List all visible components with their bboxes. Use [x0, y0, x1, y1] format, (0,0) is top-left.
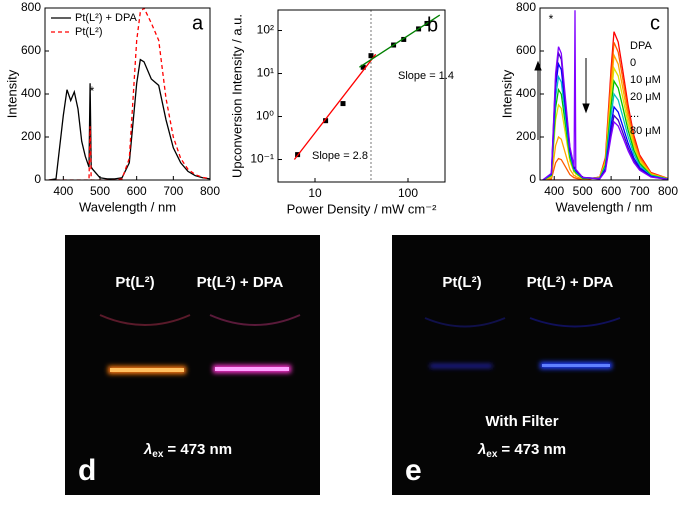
x-tick-label: 700: [630, 184, 650, 198]
plot-frame: [44, 7, 211, 181]
point: [368, 53, 374, 59]
cuvette: [424, 317, 506, 328]
lambda-sub: ex: [152, 449, 164, 460]
x-tick-label: 500: [90, 184, 110, 198]
x-axis-title: Wavelength / nm: [555, 199, 652, 214]
y-tick-label: 600: [21, 43, 41, 57]
cuvette: [99, 314, 191, 326]
excitation: λex = 473 nm: [477, 441, 566, 460]
legend-label: Pt(L²): [75, 26, 103, 38]
lambda: λ: [143, 441, 152, 458]
data-line: [542, 10, 668, 180]
annotation: *: [549, 12, 554, 26]
sample-label: Pt(L²): [442, 274, 481, 291]
cuvette: [209, 314, 301, 326]
legend-label: 10 μM: [630, 74, 661, 86]
panel-label: b: [427, 14, 438, 36]
y-tick-label: 800: [21, 0, 41, 14]
x-tick-label: 400: [544, 184, 564, 198]
sample-label: Pt(L²) + DPA: [197, 274, 284, 291]
x-tick-label: 600: [601, 184, 621, 198]
legend-label: ...: [630, 108, 639, 120]
x-tick-label: 600: [127, 184, 147, 198]
plot-frame: [539, 7, 669, 181]
glow: [110, 368, 184, 372]
annotation: Slope = 1.4: [398, 70, 454, 82]
glow: [430, 364, 492, 368]
sample-label: Pt(L²): [115, 274, 154, 291]
annotation: *: [90, 84, 95, 98]
excitation: λex = 473 nm: [143, 441, 232, 460]
x-tick-label: 500: [573, 184, 593, 198]
y-tick-label: 0: [34, 172, 41, 186]
data-line: [48, 58, 210, 180]
y-axis-title: Intensity: [4, 69, 19, 118]
y-tick-label: 400: [21, 86, 41, 100]
y-tick-label: 10¹: [257, 66, 274, 80]
data-line: [293, 53, 377, 160]
point: [340, 101, 346, 107]
legend-label: Pt(L²) + DPA: [75, 12, 138, 24]
lambda-sub: ex: [486, 449, 498, 460]
x-axis-title: Wavelength / nm: [79, 199, 176, 214]
x-axis-title: Power Density / mW cm⁻²: [287, 201, 438, 216]
cuvette: [529, 317, 621, 328]
point: [323, 118, 329, 124]
panel-label: c: [650, 12, 660, 34]
y-tick-label: 200: [516, 129, 536, 143]
plot: [48, 8, 210, 180]
lambda: λ: [477, 441, 486, 458]
glow: [542, 364, 610, 367]
y-axis-title: Upconversion Intensity / a.u.: [229, 14, 244, 178]
plot: [542, 10, 668, 180]
photo-d: Pt(L²) Pt(L²) + DPA λex = 473 nm d: [65, 235, 320, 495]
x-tick-label: 800: [200, 184, 220, 198]
y-tick-label: 200: [21, 129, 41, 143]
y-tick-label: 10⁻¹: [250, 152, 274, 166]
x-tick-label: 400: [53, 184, 73, 198]
y-tick-label: 400: [516, 86, 536, 100]
data-line: [359, 14, 441, 68]
y-tick-label: 800: [516, 0, 536, 14]
y-tick-label: 0: [529, 172, 536, 186]
panel-label: e: [405, 454, 422, 487]
y-axis-title: Intensity: [499, 69, 514, 118]
y-tick-label: 10⁰: [256, 109, 274, 123]
plot: [293, 10, 441, 182]
panel-label: a: [192, 12, 204, 34]
point: [360, 64, 366, 70]
note: With Filter: [485, 413, 558, 430]
excitation-value: = 473 nm: [167, 441, 232, 458]
x-tick-label: 800: [658, 184, 678, 198]
annotation: Slope = 2.8: [312, 150, 368, 162]
plot-frame: [277, 9, 446, 183]
legend-label: 20 μM: [630, 91, 661, 103]
glow: [215, 367, 289, 371]
sample-label: Pt(L²) + DPA: [527, 274, 614, 291]
legend-label: DPA: [630, 40, 652, 52]
legend-label: 80 μM: [630, 125, 661, 137]
y-tick-label: 10²: [257, 23, 274, 37]
x-tick-label: 100: [398, 186, 418, 200]
x-tick-label: 10: [308, 186, 322, 200]
arrow-head: [582, 103, 590, 114]
legend-label: 0: [630, 57, 636, 69]
x-tick-label: 700: [163, 184, 183, 198]
y-tick-label: 600: [516, 43, 536, 57]
panel-label: d: [78, 454, 96, 487]
point: [401, 36, 407, 42]
excitation-value: = 473 nm: [501, 441, 566, 458]
photo-e: Pt(L²) Pt(L²) + DPA With Filter λex = 473…: [392, 235, 650, 495]
